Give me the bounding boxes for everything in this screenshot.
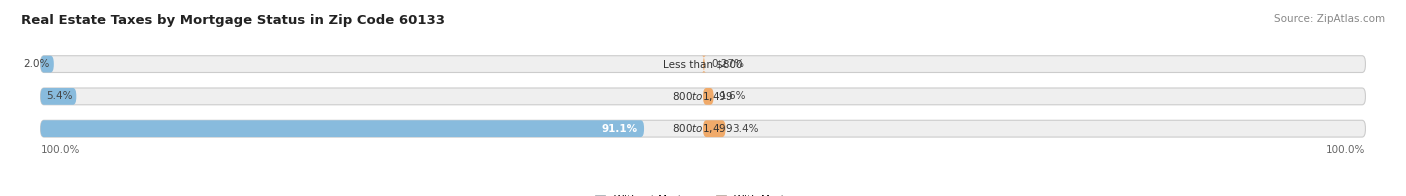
Text: 91.1%: 91.1% <box>602 124 637 134</box>
FancyBboxPatch shape <box>41 56 53 73</box>
Text: 1.6%: 1.6% <box>720 91 747 101</box>
Text: 2.0%: 2.0% <box>24 59 49 69</box>
Text: Source: ZipAtlas.com: Source: ZipAtlas.com <box>1274 14 1385 24</box>
Text: 3.4%: 3.4% <box>733 124 759 134</box>
Text: 5.4%: 5.4% <box>46 91 72 101</box>
Text: 100.0%: 100.0% <box>41 145 80 155</box>
FancyBboxPatch shape <box>41 88 1365 105</box>
Legend: Without Mortgage, With Mortgage: Without Mortgage, With Mortgage <box>595 195 811 196</box>
Text: Real Estate Taxes by Mortgage Status in Zip Code 60133: Real Estate Taxes by Mortgage Status in … <box>21 14 446 27</box>
Text: $800 to $1,499: $800 to $1,499 <box>672 90 734 103</box>
FancyBboxPatch shape <box>703 88 714 105</box>
FancyBboxPatch shape <box>41 120 1365 137</box>
FancyBboxPatch shape <box>702 56 706 73</box>
FancyBboxPatch shape <box>41 120 644 137</box>
Text: $800 to $1,499: $800 to $1,499 <box>672 122 734 135</box>
Text: 0.27%: 0.27% <box>711 59 744 69</box>
Text: Less than $800: Less than $800 <box>664 59 742 69</box>
FancyBboxPatch shape <box>703 120 725 137</box>
FancyBboxPatch shape <box>41 56 1365 73</box>
Text: 100.0%: 100.0% <box>1326 145 1365 155</box>
FancyBboxPatch shape <box>41 88 76 105</box>
